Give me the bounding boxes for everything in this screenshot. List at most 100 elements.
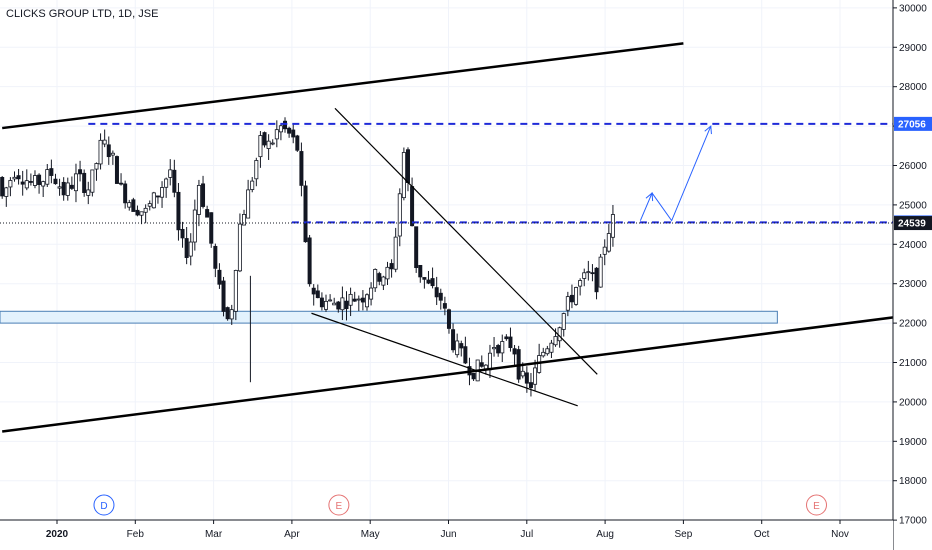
candle-body — [578, 280, 583, 287]
candle-body — [221, 280, 226, 312]
candle-body — [528, 382, 533, 388]
candle-body — [254, 160, 259, 180]
candle-body — [151, 192, 156, 209]
candle-body — [569, 294, 574, 303]
candle-body — [78, 169, 83, 175]
candle-body — [340, 297, 345, 311]
candle-body — [332, 302, 337, 306]
candle-body — [360, 297, 365, 303]
candle-body — [565, 296, 570, 311]
candle-body — [385, 266, 390, 280]
y-tick-label: 21000 — [899, 358, 927, 369]
candle-body — [598, 256, 603, 288]
candle-body — [418, 264, 423, 278]
candles — [0, 117, 615, 397]
candle-body — [410, 186, 415, 227]
candle-body — [492, 347, 497, 350]
x-tick-label: Sep — [675, 529, 693, 540]
candle-body — [446, 309, 451, 329]
candle-body — [155, 195, 160, 198]
candle-body — [139, 211, 144, 216]
candle-body — [164, 178, 169, 188]
candle-body — [69, 184, 74, 189]
projection-path — [639, 125, 712, 222]
candle-body — [147, 203, 152, 207]
candle-body — [258, 135, 263, 158]
candle-body — [12, 176, 17, 180]
candle-body — [373, 269, 378, 289]
candle-body — [590, 272, 595, 275]
candle-body — [49, 168, 54, 176]
x-tick-label: May — [361, 529, 380, 540]
support-zone-rect — [0, 310, 778, 324]
candle-body — [319, 297, 324, 308]
earnings-marker-icon — [806, 494, 828, 516]
candle-body — [250, 180, 255, 190]
candle-body — [8, 180, 13, 188]
candle-body — [53, 178, 58, 185]
candle-body — [430, 278, 435, 287]
candle-body — [520, 370, 525, 377]
earnings-marker-label: E — [813, 501, 820, 512]
candle-body — [24, 180, 29, 189]
candle-body — [606, 233, 611, 252]
candle-body — [57, 186, 62, 189]
price-axis-bg — [893, 0, 932, 550]
candle-body — [393, 236, 398, 270]
x-tick-label: Aug — [596, 529, 614, 540]
time-axis[interactable]: 2020 Feb Mar Apr May Jun Jul Aug Sep Oct Nov — [0, 519, 893, 550]
candle-body — [434, 287, 439, 298]
candle-body — [471, 373, 476, 380]
candle-body — [28, 181, 33, 183]
candle-body — [32, 175, 37, 186]
candle-body — [184, 238, 189, 258]
candle-body — [541, 351, 546, 357]
y-tick-label: 20000 — [899, 397, 927, 408]
price-axis[interactable]: 3000029000280002700026000250002400023000… — [892, 0, 932, 550]
candle-body — [533, 367, 538, 385]
candle-body — [94, 163, 99, 170]
drawings — [0, 42, 895, 433]
candle-body — [143, 207, 148, 213]
candle-body — [299, 151, 304, 186]
candle-body — [487, 352, 492, 371]
candle-body — [512, 348, 517, 355]
candle-body — [610, 214, 615, 238]
candle-body — [114, 156, 119, 184]
candle-body — [356, 298, 361, 301]
candle-body — [65, 182, 70, 196]
candle-body — [90, 169, 95, 193]
candle-body — [389, 263, 394, 270]
candle-body — [455, 340, 460, 356]
candle-body — [168, 169, 173, 178]
candle-body — [500, 341, 505, 354]
candle-body — [233, 270, 238, 312]
candle-body — [348, 293, 353, 306]
price-label-text: 24539 — [898, 219, 926, 230]
candle-body — [364, 294, 369, 308]
candle-body — [102, 139, 107, 145]
candle-body — [16, 175, 21, 180]
candle-body — [20, 181, 25, 185]
candle-body — [496, 345, 501, 354]
candle-body — [123, 183, 128, 204]
candle-body — [369, 287, 374, 300]
candle-body — [172, 169, 177, 193]
candle-body — [381, 276, 386, 286]
candle-body — [426, 279, 431, 284]
candle-body — [73, 173, 78, 192]
x-tick-label: Jun — [440, 529, 456, 540]
x-tick-label: Apr — [284, 529, 300, 540]
candle-body — [180, 228, 185, 239]
candle-body — [405, 149, 410, 184]
candle-body — [315, 290, 320, 299]
candle-body — [41, 181, 46, 187]
candle-body — [336, 301, 341, 310]
projection-arrowhead — [704, 125, 712, 135]
candle-body — [463, 346, 468, 364]
earnings-marker-icon — [328, 494, 350, 516]
candle-body — [119, 182, 124, 185]
candle-body — [438, 292, 443, 301]
candle-body — [274, 129, 279, 140]
